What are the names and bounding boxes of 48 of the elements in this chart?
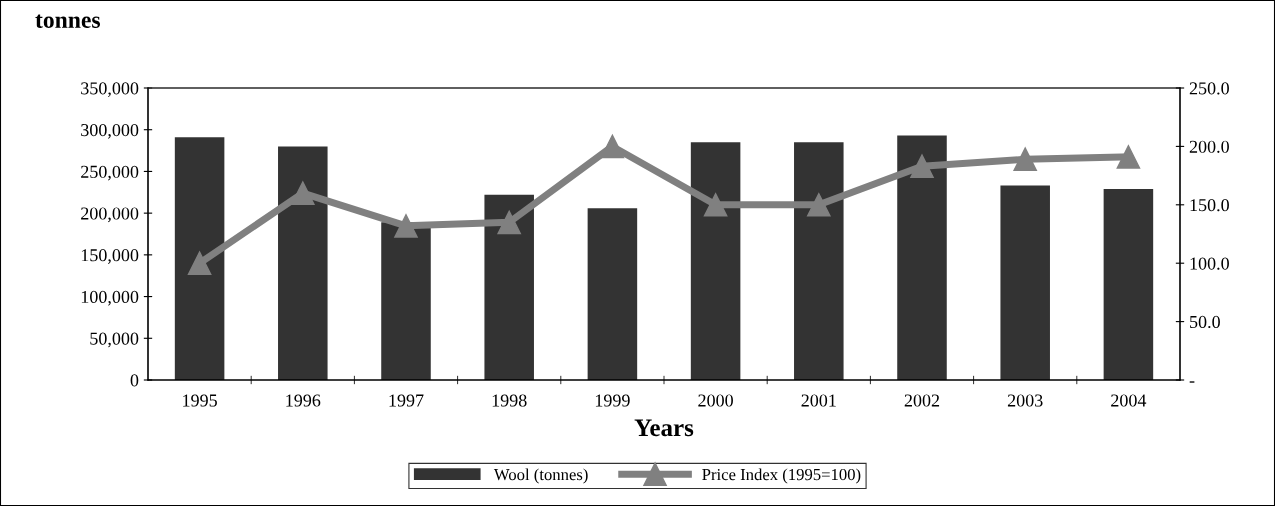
y2-tick-label: 200.0: [1189, 140, 1229, 153]
point: [1013, 147, 1038, 172]
y-tick-label: 150,000: [81, 249, 139, 264]
y2-tick-label: -: [1189, 381, 1195, 383]
x-tick-label: 1995: [183, 394, 217, 407]
point: [703, 192, 728, 217]
x-tick-label: 1997: [389, 394, 424, 407]
bar: [794, 142, 844, 380]
y-tick-label: 100,000: [81, 290, 139, 306]
y-tick-label: 200,000: [81, 207, 139, 223]
x-tick-label: 2002: [904, 394, 940, 407]
point: [394, 214, 418, 238]
point: [290, 181, 315, 205]
point: [806, 192, 831, 217]
bar: [897, 135, 947, 380]
point: [497, 210, 522, 235]
bar: [1103, 188, 1154, 380]
legend-label: Wool (tonnes): [493, 468, 588, 484]
y2-tick-label: 250.0: [1189, 82, 1229, 95]
y2-tick-label: 100.0: [1190, 257, 1229, 270]
y-tick-label: 50,000: [90, 332, 139, 348]
bar: [587, 208, 638, 380]
x-tick-label: 2003: [1007, 394, 1043, 407]
point: [910, 154, 934, 179]
bar: [278, 146, 328, 380]
legend-label: Price Index (1995=100): [702, 468, 861, 484]
y-tick-label: 0: [130, 374, 139, 387]
x-tick-label: 1996: [286, 394, 321, 407]
x-tick-label: 2000: [698, 394, 733, 407]
bar: [174, 137, 225, 380]
bar: [1000, 185, 1050, 380]
x-axis-title: Years: [634, 419, 694, 437]
y-tick-label: 250,000: [81, 165, 139, 181]
y-tick-label: 300,000: [81, 123, 139, 139]
y-tick-label: 350,000: [81, 82, 139, 98]
bar: [484, 194, 534, 380]
chart-title: tonnes: [35, 14, 101, 28]
point: [600, 134, 625, 159]
x-tick-label: 1999: [595, 394, 630, 407]
x-tick-label: 1998: [492, 394, 527, 407]
x-tick-label: 2004: [1111, 394, 1147, 407]
bar: [381, 222, 431, 380]
x-tick-label: 2001: [801, 394, 836, 407]
bar: [690, 142, 741, 380]
point: [187, 251, 212, 276]
y2-tick-label: 150.0: [1190, 199, 1229, 212]
point: [1116, 145, 1141, 169]
y2-tick-label: 50.0: [1190, 315, 1220, 329]
